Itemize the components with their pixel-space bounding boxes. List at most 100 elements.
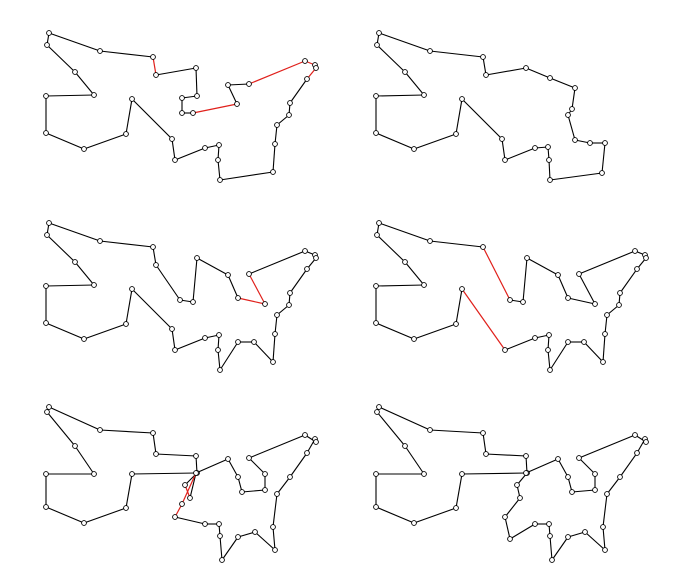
- tour-edge: [429, 240, 484, 248]
- tour-edge: [509, 523, 536, 540]
- tour-node: [483, 451, 489, 457]
- tour-node: [600, 359, 606, 365]
- tour-node: [91, 92, 97, 98]
- tour-edge: [376, 44, 406, 73]
- tour-node: [272, 331, 278, 337]
- tour-node: [46, 30, 52, 36]
- tour-node: [313, 65, 319, 71]
- tour-node: [304, 76, 310, 82]
- tour-edge: [125, 98, 133, 135]
- tour-node: [202, 521, 208, 527]
- tour-node: [217, 177, 223, 183]
- tour-node: [270, 359, 276, 365]
- tour-node: [179, 501, 185, 507]
- tour-edge: [602, 526, 606, 551]
- tour-node: [459, 286, 465, 292]
- tour-node: [373, 130, 379, 136]
- tour-edge: [571, 489, 596, 493]
- tour-edge: [174, 516, 206, 525]
- tour-edge: [46, 44, 76, 73]
- tour-edge: [99, 50, 154, 58]
- tour-edge: [152, 246, 157, 266]
- tour-node: [302, 58, 308, 64]
- tour-edge: [276, 476, 291, 495]
- highlighted-edge: [482, 246, 511, 301]
- tour-node: [592, 301, 598, 307]
- tour-edge: [522, 257, 528, 303]
- tour-edge: [375, 132, 415, 150]
- tour-edge: [602, 493, 608, 528]
- tour-edge: [429, 429, 484, 434]
- tour-edge: [217, 159, 221, 181]
- tour-edge: [131, 98, 173, 140]
- tour-node: [602, 140, 608, 146]
- tour-node: [547, 177, 553, 183]
- tour-node: [617, 474, 623, 480]
- tour-node: [193, 470, 199, 476]
- tour-node: [216, 332, 222, 338]
- tour-edge: [378, 222, 431, 242]
- tour-edge: [578, 250, 636, 275]
- tour-edge: [376, 234, 406, 263]
- tour-node: [177, 297, 183, 303]
- tour-node: [179, 110, 185, 116]
- tour-edge: [254, 531, 276, 551]
- tour-node: [235, 534, 241, 540]
- tour-node: [523, 470, 529, 476]
- tour-edge: [171, 138, 176, 161]
- tour-edge: [83, 323, 127, 340]
- tour-node: [587, 140, 593, 146]
- tour-edge: [74, 445, 95, 475]
- tour-node: [153, 451, 159, 457]
- tour-node: [459, 96, 465, 102]
- tour-node: [286, 302, 292, 308]
- tour-edge: [195, 458, 229, 474]
- tour-edge: [74, 71, 95, 96]
- tour-edge: [455, 288, 463, 325]
- tour-node: [373, 471, 379, 477]
- tour-node: [194, 255, 200, 261]
- tour-edge: [174, 147, 206, 161]
- tour-node: [246, 455, 252, 461]
- tour-panel-3: [43, 220, 319, 373]
- tour-edge: [289, 78, 308, 104]
- tour-node: [373, 93, 379, 99]
- tour-node: [616, 302, 622, 308]
- tour-node: [313, 255, 319, 261]
- tour-edge: [83, 133, 127, 150]
- tour-edge: [45, 506, 85, 524]
- tour-node: [374, 42, 380, 48]
- tour-edge: [248, 457, 266, 475]
- tour-edge: [274, 124, 278, 145]
- tour-node: [252, 529, 258, 535]
- tour-node: [123, 131, 129, 137]
- tour-edge: [549, 535, 553, 561]
- tour-node: [421, 282, 427, 288]
- tour-node: [46, 404, 52, 410]
- tour-node: [43, 471, 49, 477]
- tour-edge: [549, 77, 576, 89]
- tour-node: [172, 347, 178, 353]
- tour-edge: [48, 32, 101, 52]
- tour-edge: [578, 273, 596, 305]
- tour-node: [72, 259, 78, 265]
- tour-panel-2: [373, 30, 608, 183]
- tour-edge: [48, 406, 101, 431]
- tour-node: [217, 367, 223, 373]
- tour-node: [634, 266, 640, 272]
- tour-node: [169, 326, 175, 332]
- highlighted-edge: [181, 472, 197, 505]
- tour-panel-6: [373, 404, 649, 563]
- tour-node: [376, 220, 382, 226]
- highlighted-edge: [152, 56, 157, 76]
- tour-edge: [171, 328, 176, 351]
- tour-node: [411, 146, 417, 152]
- tour-edge: [99, 240, 154, 248]
- tour-node: [304, 450, 310, 456]
- tour-node: [507, 297, 513, 303]
- tour-edge: [404, 71, 425, 96]
- tour-edge: [375, 322, 415, 340]
- tour-edge: [99, 429, 154, 434]
- tour-node: [187, 495, 193, 501]
